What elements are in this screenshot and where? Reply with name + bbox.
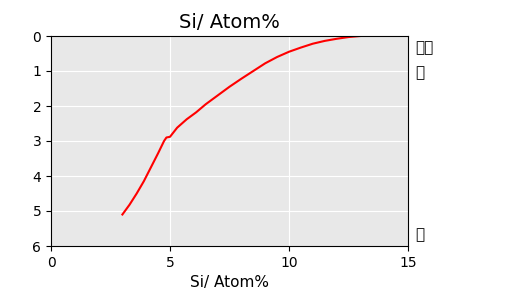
X-axis label: Si/ Atom%: Si/ Atom% [190,275,268,290]
Title: Si/ Atom%: Si/ Atom% [179,13,279,32]
Text: 表面
浅: 表面 浅 [414,40,433,80]
Text: 深: 深 [414,227,423,242]
